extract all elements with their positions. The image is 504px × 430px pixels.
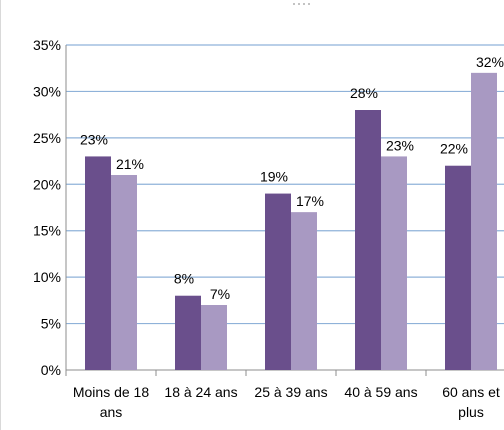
category-label: 60 ans et — [442, 384, 500, 400]
bar — [471, 72, 497, 370]
category-label: Moins de 18 — [73, 384, 149, 400]
y-tick-label: 10% — [33, 269, 61, 285]
bar — [381, 156, 407, 370]
data-label: 23% — [80, 131, 108, 147]
bar — [291, 212, 317, 370]
resize-grip-icon[interactable] — [291, 2, 313, 6]
bar — [111, 175, 137, 370]
bar — [445, 165, 471, 370]
y-tick-label: 15% — [33, 223, 61, 239]
bar — [201, 305, 227, 370]
y-tick-label: 35% — [33, 37, 61, 53]
category-label: 25 à 39 ans — [254, 384, 327, 400]
data-label: 32% — [476, 54, 504, 70]
data-label: 17% — [296, 193, 324, 209]
y-tick-label: 30% — [33, 83, 61, 99]
data-label: 28% — [350, 85, 378, 101]
y-tick-label: 0% — [41, 362, 61, 378]
category-label: 18 à 24 ans — [164, 384, 237, 400]
bar — [355, 110, 381, 370]
y-tick-label: 5% — [41, 316, 61, 332]
bar — [265, 193, 291, 370]
category-label: 40 à 59 ans — [344, 384, 417, 400]
data-label: 19% — [260, 169, 288, 185]
data-label: 22% — [440, 141, 468, 157]
bar — [175, 295, 201, 370]
y-tick-label: 20% — [33, 176, 61, 192]
bar — [85, 156, 111, 370]
data-label: 23% — [386, 137, 414, 153]
data-label: 7% — [210, 286, 230, 302]
data-label: 21% — [116, 156, 144, 172]
y-tick-label: 25% — [33, 130, 61, 146]
category-label: plus — [458, 404, 484, 420]
data-label: 8% — [174, 271, 194, 287]
category-label: ans — [100, 404, 123, 420]
